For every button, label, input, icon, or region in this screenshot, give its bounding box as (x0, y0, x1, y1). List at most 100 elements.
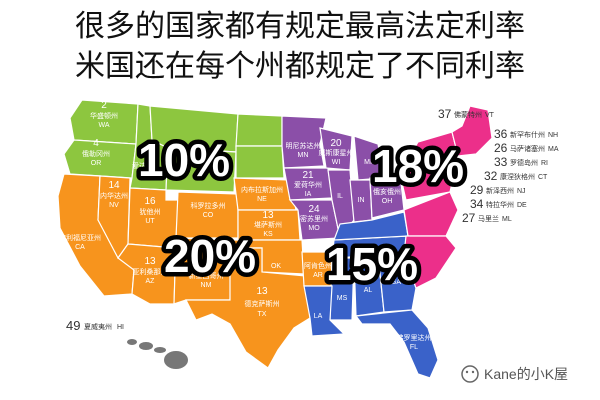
watermark: Kane的小K屋 (461, 365, 568, 383)
al-abbr: AL (364, 287, 373, 294)
watermark-text: Kane的小K屋 (484, 366, 568, 382)
state-nc-sc (403, 235, 457, 289)
ms-abbr: MS (337, 295, 348, 302)
ne-callout-abbr: RI (541, 160, 548, 167)
ks-number: 13 (262, 210, 274, 221)
tx-name: 德克萨斯州 (245, 299, 280, 308)
ia-abbr: IA (305, 191, 312, 198)
ut-abbr: UT (145, 218, 155, 225)
hi-name: 夏威夷州 (84, 322, 112, 331)
state-sd (235, 145, 285, 179)
rate-labels: 10% 20% 18% 15% (134, 130, 469, 295)
co-name: 科罗拉多州 (191, 201, 226, 210)
title-line-2: 米国还在每个州都规定了不同利率 (75, 49, 525, 84)
mn-name: 明尼苏达州 (286, 141, 321, 150)
ne-callout-number: 34 (470, 197, 484, 211)
state-nd (235, 113, 283, 147)
ne-state-name: 内布拉斯加州 (241, 185, 283, 194)
ne-callout-name: 罗德岛州 (510, 158, 538, 167)
rate-label-orange: 20% (164, 230, 256, 282)
state-wy (165, 147, 237, 193)
wi-name: 威斯康星州 (319, 148, 354, 157)
oh-abbr: OH (382, 198, 393, 205)
ne-callout-name: 佛蒙特州 (454, 110, 482, 119)
ca-name: 加利福尼亚州 (59, 233, 101, 242)
state-mo (288, 199, 341, 241)
ks-name: 堪萨斯州 (254, 220, 282, 229)
ne-callout-abbr: MA (548, 146, 559, 153)
ne-callout-number: 26 (494, 141, 508, 155)
ne-callout-abbr: DE (517, 202, 527, 209)
mi-abbr: MI (364, 159, 372, 166)
or-number: 4 (93, 138, 99, 149)
wa-number: 2 (101, 100, 107, 111)
hawaii-island-4 (164, 351, 188, 369)
region-orange (57, 173, 335, 369)
hi-number: 49 (66, 318, 80, 333)
region-pink (399, 105, 493, 289)
oh-name: 俄亥俄州 (373, 187, 401, 196)
ia-name: 爱荷华州 (294, 180, 322, 189)
hi-abbr: HI (117, 324, 124, 331)
nm-abbr: NM (201, 282, 212, 289)
title-line-1: 很多的国家都有规定最高法定利率 (75, 9, 525, 44)
ne-callout-number: 27 (462, 211, 476, 225)
rate-label-green: 10% (138, 134, 230, 186)
az-name: 亚利桑那州 (133, 267, 168, 276)
nv-abbr: NV (109, 202, 119, 209)
tx-abbr: TX (258, 311, 267, 318)
region-green (63, 99, 285, 193)
fl-name: 佛罗里达州 (397, 333, 432, 342)
hawaii-island-2 (139, 342, 153, 350)
ar-abbr: AR (313, 272, 323, 279)
ar-name: 阿肯色州 (304, 261, 332, 270)
wi-number: 20 (330, 138, 342, 149)
region-blue (303, 211, 439, 379)
ne-callout-abbr: VT (485, 112, 495, 119)
ca-abbr: CA (75, 244, 85, 251)
ne-callout-name: 马萨诸塞州 (510, 144, 545, 153)
ga-abbr: GA (391, 279, 401, 286)
in-abbr: IN (358, 197, 365, 204)
tx-number: 13 (256, 286, 268, 297)
az-abbr: AZ (146, 278, 156, 285)
or-name: 俄勒冈州 (82, 149, 110, 158)
wechat-icon (461, 365, 479, 383)
fl-abbr: FL (410, 344, 418, 351)
rate-label-purple: 18% (372, 140, 464, 192)
state-tx (185, 247, 311, 369)
ut-number: 16 (144, 196, 156, 207)
nv-name: 内华达州 (100, 191, 128, 200)
mo-name: 密苏里州 (300, 214, 328, 223)
state-ga (377, 253, 417, 313)
wi-abbr: WI (332, 159, 341, 166)
wechat-icon-eye-right (471, 370, 475, 374)
state-new-england (451, 105, 493, 157)
ne-callout-abbr: CT (538, 174, 548, 181)
ne-callout-abbr: NH (548, 132, 558, 139)
hawaii-label: 49 夏威夷州 HI (66, 318, 124, 333)
id-abbr: ID (143, 172, 150, 179)
state-mn (281, 115, 327, 169)
ne-callout-number: 33 (494, 155, 508, 169)
la-abbr: LA (314, 313, 323, 320)
mo-abbr: MO (308, 225, 320, 232)
wechat-icon-eye-left (465, 370, 469, 374)
hawaii-island-3 (154, 347, 166, 353)
northeast-callouts: 37 佛蒙特州 VT 36 新罕布什州 NH 26 马萨诸塞州 MA 33 罗德岛州 RI 32 康涅狄格… (438, 107, 559, 225)
wa-name: 华盛顿州 (90, 111, 118, 120)
ne-callout-number: 32 (484, 169, 498, 183)
hawaii-islands (127, 339, 188, 369)
or-abbr: OR (91, 160, 102, 167)
ok-abbr: OK (271, 263, 281, 270)
ne-state-abbr: NE (257, 196, 267, 203)
region-purple (281, 115, 405, 241)
ne-callout-name: 马里兰 (478, 214, 499, 223)
us-interest-rate-map: 2 华盛顿州 WA 4 俄勒冈州 OR 爱达荷州 ID 加利福尼亚州 CA 14… (57, 99, 568, 383)
ne-callout-abbr: ML (502, 216, 512, 223)
ks-abbr: KS (263, 231, 273, 238)
state-or (63, 139, 137, 179)
ne-callout-number: 37 (438, 107, 452, 121)
state-la (303, 285, 346, 337)
hawaii-island-1 (127, 339, 137, 345)
